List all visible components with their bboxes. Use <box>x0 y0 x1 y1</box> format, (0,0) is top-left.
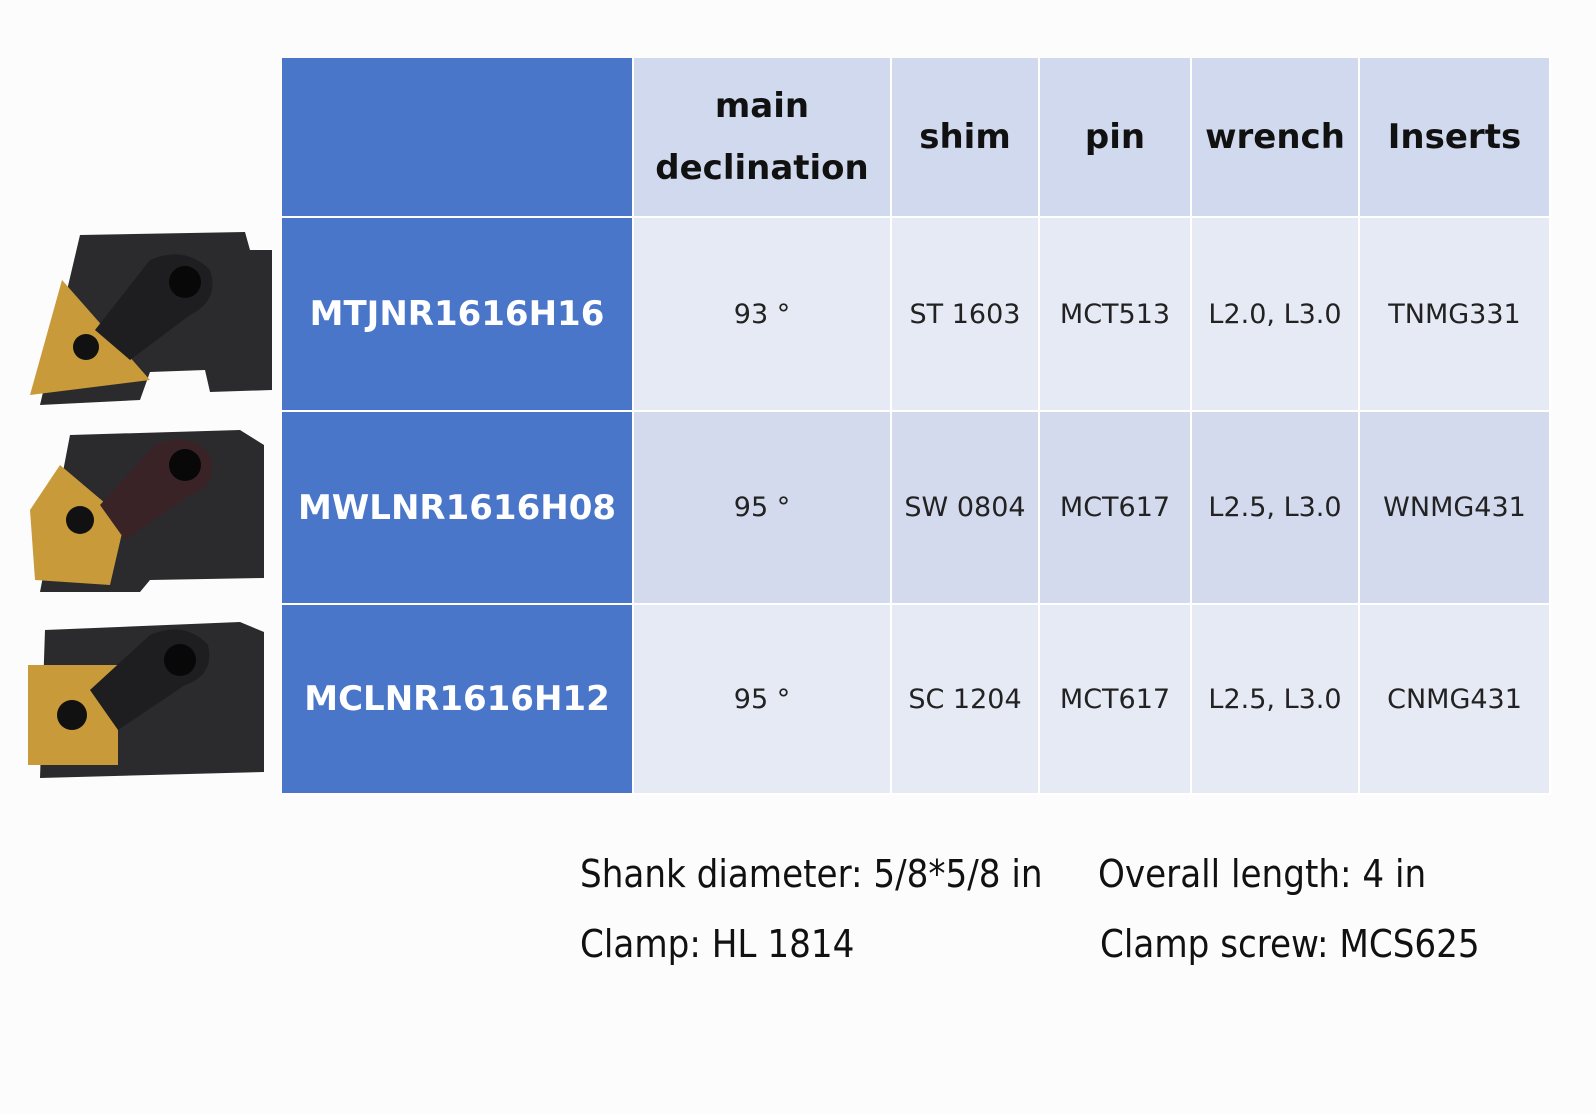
spec-cell: MCT617 <box>1040 412 1192 605</box>
spec-cell: SW 0804 <box>892 412 1040 605</box>
model-name: MCLNR1616H12 <box>282 605 634 795</box>
header-blank <box>282 58 634 218</box>
spec-cell: MCT513 <box>1040 218 1192 412</box>
model-name: MWLNR1616H08 <box>282 412 634 605</box>
tool-image <box>28 622 264 778</box>
model-name: MTJNR1616H16 <box>282 218 634 412</box>
spec-cell: SC 1204 <box>892 605 1040 795</box>
tool-image <box>30 430 264 592</box>
header-cell: pin <box>1040 58 1192 218</box>
header-cell: wrench <box>1192 58 1360 218</box>
header-cell: shim <box>892 58 1040 218</box>
spec-cell: MCT617 <box>1040 605 1192 795</box>
spec-cell: L2.5, L3.0 <box>1192 412 1360 605</box>
spec-cell: TNMG331 <box>1360 218 1551 412</box>
spec-cell: 93 ° <box>634 218 892 412</box>
spec-line: Clamp screw: MCS625 <box>1100 922 1480 966</box>
spec-cell: 95 ° <box>634 412 892 605</box>
spec-cell: 95 ° <box>634 605 892 795</box>
spec-line: Shank diameter: 5/8*5/8 in <box>580 852 1043 896</box>
spec-cell: L2.5, L3.0 <box>1192 605 1360 795</box>
spec-cell: L2.0, L3.0 <box>1192 218 1360 412</box>
spec-cell: WNMG431 <box>1360 412 1551 605</box>
tool-images <box>28 232 272 778</box>
spec-line: Overall length: 4 in <box>1098 852 1427 896</box>
spec-line: Clamp: HL 1814 <box>580 922 855 966</box>
spec-cell: ST 1603 <box>892 218 1040 412</box>
tool-image <box>30 232 272 405</box>
header-cell: Inserts <box>1360 58 1551 218</box>
spec-cell: CNMG431 <box>1360 605 1551 795</box>
header-cell: main declination <box>634 58 892 218</box>
